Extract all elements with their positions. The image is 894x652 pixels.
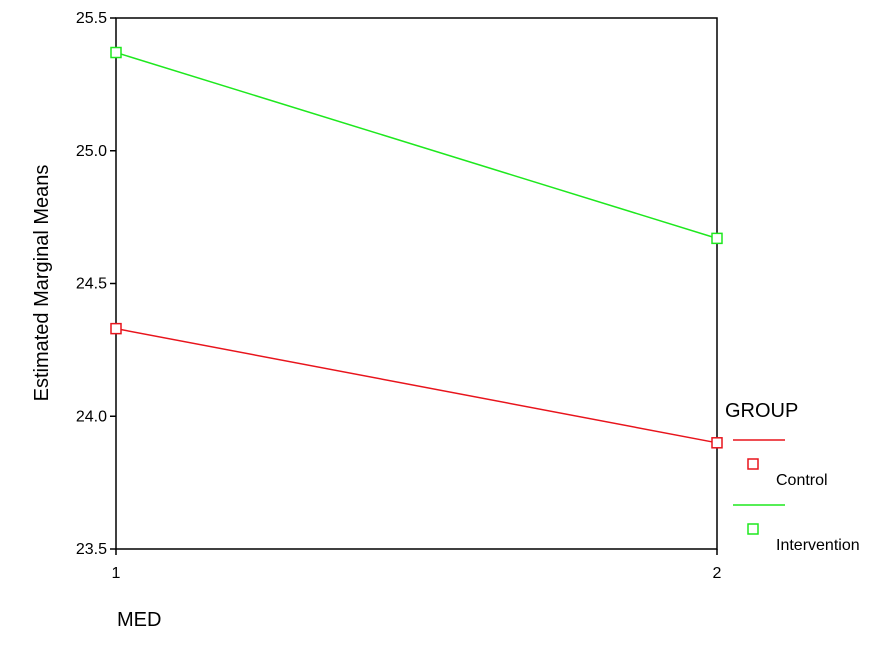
y-axis: 23.5 24.0 24.5 25.0 25.5: [76, 10, 116, 558]
y-tick-label: 24.0: [76, 408, 107, 425]
x-tick-label: 1: [112, 565, 121, 582]
legend-label-control: Control: [776, 472, 828, 489]
data-point-control: [711, 437, 723, 449]
y-tick-label: 25.0: [76, 143, 107, 160]
series-line-control: [115, 327, 718, 444]
legend-title: GROUP: [725, 400, 798, 422]
x-axis-label: MED: [117, 609, 161, 631]
data-point-control: [110, 322, 122, 335]
y-tick-label: 23.5: [76, 541, 107, 558]
series-group: [110, 46, 723, 449]
data-point-intervention: [711, 232, 723, 245]
y-tick-label: 25.5: [76, 10, 107, 27]
y-tick-label: 24.5: [76, 276, 107, 293]
series-line-intervention: [115, 51, 718, 240]
data-point-intervention: [110, 46, 122, 59]
legend-label-intervention: Intervention: [776, 537, 860, 554]
legend: GROUP Control Intervention: [725, 400, 860, 554]
y-axis-label: Estimated Marginal Means: [31, 165, 53, 402]
x-tick-label: 2: [713, 565, 722, 582]
legend-marker-intervention: [747, 523, 759, 535]
plot-frame: [115, 17, 718, 550]
legend-marker-control: [747, 458, 759, 470]
